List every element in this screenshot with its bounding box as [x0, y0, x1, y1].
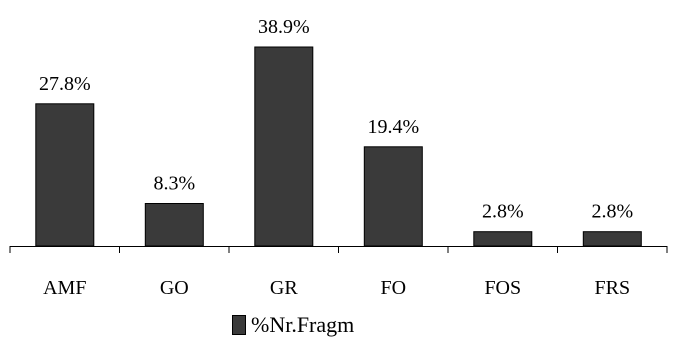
value-label-go: 8.3%	[153, 173, 195, 195]
category-label-frs: FRS	[595, 277, 631, 299]
category-label-go: GO	[160, 277, 189, 299]
value-label-frs: 2.8%	[591, 201, 633, 223]
category-labels-group: AMF GO GR FO FOS FRS	[43, 277, 630, 299]
legend-label: %Nr.Fragm	[251, 312, 355, 337]
value-label-gr: 38.9%	[258, 16, 310, 38]
legend: %Nr.Fragm	[232, 312, 354, 338]
category-label-gr: GR	[270, 277, 298, 299]
legend-swatch	[232, 315, 246, 335]
value-label-fos: 2.8%	[482, 201, 524, 223]
bar-go	[144, 203, 204, 247]
value-label-fo: 19.4%	[367, 116, 419, 138]
x-axis-ticks	[9, 246, 668, 253]
category-label-amf: AMF	[43, 277, 86, 299]
bar-amf	[35, 103, 95, 247]
bars-group	[35, 46, 642, 247]
bar-fo	[363, 146, 423, 247]
category-label-fo: FO	[381, 277, 407, 299]
bar-fos	[473, 231, 533, 247]
bar-frs	[582, 231, 642, 247]
value-labels-group: 27.8% 8.3% 38.9% 19.4% 2.8% 2.8%	[39, 16, 633, 223]
value-label-amf: 27.8%	[39, 73, 91, 95]
bar-gr	[254, 46, 314, 247]
category-label-fos: FOS	[484, 277, 521, 299]
